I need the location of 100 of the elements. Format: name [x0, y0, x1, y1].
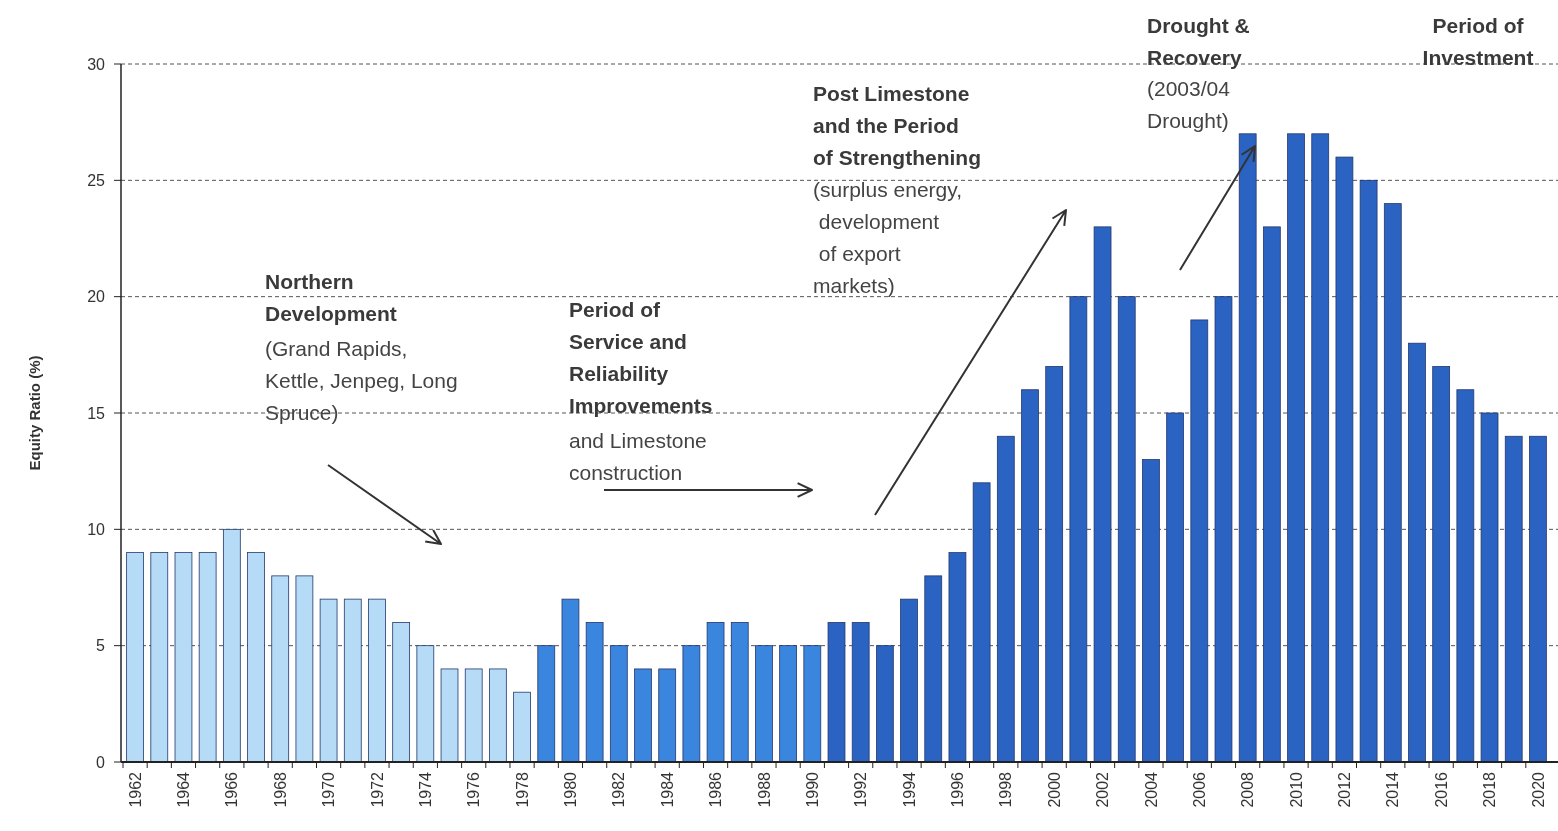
x-tick-label: 1964	[175, 771, 193, 808]
bar	[1408, 342, 1426, 763]
bar	[126, 552, 144, 763]
bar	[489, 668, 507, 763]
x-tick-label: 1962	[126, 771, 144, 808]
bar	[948, 552, 967, 763]
bar	[1142, 459, 1160, 763]
bar	[464, 668, 483, 763]
bar	[1359, 179, 1378, 763]
bar	[174, 552, 193, 763]
bar	[1262, 226, 1281, 763]
bar	[1432, 366, 1451, 763]
bar	[295, 575, 314, 763]
annotation: Northern Development	[265, 270, 397, 325]
x-tick-label: 2008	[1239, 771, 1257, 808]
x-tick-label: 2006	[1190, 771, 1208, 808]
bar	[222, 528, 241, 763]
annotation: (Grand Rapids, Kettle, Jenpeg, Long Spruce)	[265, 337, 458, 424]
annotation: Period of Investment	[1422, 14, 1534, 69]
y-tick-label: 30	[87, 55, 106, 73]
bar	[1214, 296, 1233, 763]
x-tick-label: 2018	[1481, 771, 1499, 808]
y-axis-title: Equity Ratio (%)	[26, 355, 43, 471]
bar	[1238, 133, 1257, 763]
bar	[440, 668, 459, 763]
y-tick-label: 0	[96, 753, 106, 771]
bar	[537, 645, 556, 763]
bar	[827, 622, 846, 763]
x-tick-label: 2020	[1529, 771, 1547, 808]
bar	[585, 622, 604, 763]
bar	[343, 598, 362, 763]
x-tick-label: 1972	[368, 771, 386, 808]
bar	[1456, 389, 1475, 763]
bar	[779, 645, 797, 763]
bar	[247, 552, 265, 763]
x-tick-label: 1998	[997, 771, 1015, 808]
x-tick-label: 1970	[320, 771, 338, 808]
bar	[706, 622, 725, 763]
bar	[150, 552, 169, 763]
y-tick-label: 15	[87, 404, 106, 422]
x-tick-label: 1968	[271, 771, 289, 808]
x-tick-label: 1980	[562, 771, 580, 808]
bar	[1311, 133, 1330, 763]
bar	[1166, 412, 1184, 763]
bar	[561, 598, 580, 763]
x-tick-label: 2014	[1384, 771, 1402, 808]
bar	[972, 482, 991, 763]
annotation: (2003/04 Drought)	[1147, 77, 1231, 132]
x-tick-label: 1990	[803, 771, 821, 808]
bar	[658, 668, 677, 763]
bar	[634, 668, 652, 763]
bar	[1045, 366, 1064, 763]
annotation: Drought & Recovery	[1147, 14, 1250, 69]
x-tick-label: 1988	[755, 771, 773, 808]
bar	[319, 598, 338, 763]
annotation: Period of Service and Reliability Improvements	[569, 298, 713, 417]
bar	[730, 622, 749, 763]
bar	[513, 691, 531, 763]
bar	[1529, 435, 1547, 763]
bar	[1335, 156, 1354, 763]
x-tick-label: 1982	[610, 771, 628, 808]
bar	[876, 645, 894, 763]
x-tick-label: 2010	[1287, 771, 1305, 808]
y-tick-label: 25	[87, 171, 106, 189]
annotation: (surplus energy, development of export markets)	[813, 178, 963, 297]
x-tick-label: 1992	[852, 771, 870, 808]
bar	[1093, 226, 1112, 763]
x-tick-label: 2012	[1336, 771, 1354, 808]
bar	[198, 552, 217, 763]
bar	[924, 575, 943, 763]
y-tick-label: 5	[96, 637, 106, 655]
annotation: Post Limestone and the Period of Strengthening	[813, 82, 981, 169]
y-tick-label: 20	[87, 288, 106, 306]
x-tick-label: 1966	[223, 771, 241, 808]
bar	[755, 645, 773, 763]
bar	[1383, 203, 1402, 763]
x-tick-label: 1976	[465, 771, 483, 808]
bar	[1190, 319, 1209, 763]
bar	[1021, 389, 1039, 763]
bar	[682, 645, 701, 763]
x-tick-label: 1994	[900, 771, 918, 808]
bar	[803, 645, 822, 763]
x-tick-label: 2004	[1142, 771, 1160, 808]
bar	[416, 645, 435, 763]
x-tick-label: 1978	[513, 771, 531, 808]
x-tick-label: 2000	[1045, 771, 1063, 808]
y-tick-label: 10	[87, 520, 106, 538]
bar	[1117, 296, 1136, 763]
bar	[1504, 435, 1523, 763]
bar	[392, 622, 411, 763]
x-tick-label: 2002	[1094, 771, 1112, 808]
bar	[900, 598, 918, 763]
bar	[368, 598, 386, 763]
bar	[609, 645, 628, 763]
annotation: and Limestone construction	[569, 429, 707, 484]
x-tick-label: 1984	[658, 771, 676, 808]
bar	[1480, 412, 1499, 763]
x-tick-label: 1986	[707, 771, 725, 808]
bar	[851, 622, 870, 763]
bar	[996, 435, 1015, 763]
